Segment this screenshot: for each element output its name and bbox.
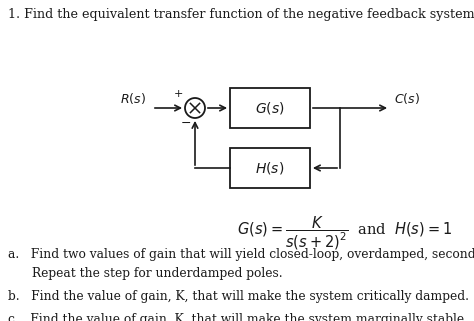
Text: Repeat the step for underdamped poles.: Repeat the step for underdamped poles. bbox=[32, 267, 283, 280]
Bar bbox=[230, 88, 310, 128]
Text: b.   Find the value of gain, K, that will make the system critically damped.: b. Find the value of gain, K, that will … bbox=[8, 290, 469, 303]
Text: a.   Find two values of gain that will yield closed-loop, overdamped, second-ord: a. Find two values of gain that will yie… bbox=[8, 248, 474, 261]
Text: $G(s)$: $G(s)$ bbox=[255, 100, 285, 116]
Text: +: + bbox=[173, 89, 182, 99]
Text: c.   Find the value of gain, K, that will make the system marginally stable.: c. Find the value of gain, K, that will … bbox=[8, 313, 468, 321]
Text: $H(s)$: $H(s)$ bbox=[255, 160, 284, 176]
Text: −: − bbox=[181, 117, 191, 129]
Text: 1. Find the equivalent transfer function of the negative feedback system of figu: 1. Find the equivalent transfer function… bbox=[8, 8, 474, 21]
Text: $C(s)$: $C(s)$ bbox=[394, 91, 420, 106]
Bar bbox=[230, 148, 310, 188]
Text: $G(s) = \dfrac{K}{s(s+2)^2}$  and  $H(s) = 1$: $G(s) = \dfrac{K}{s(s+2)^2}$ and $H(s) =… bbox=[237, 215, 452, 252]
Text: $R(s)$: $R(s)$ bbox=[120, 91, 146, 106]
